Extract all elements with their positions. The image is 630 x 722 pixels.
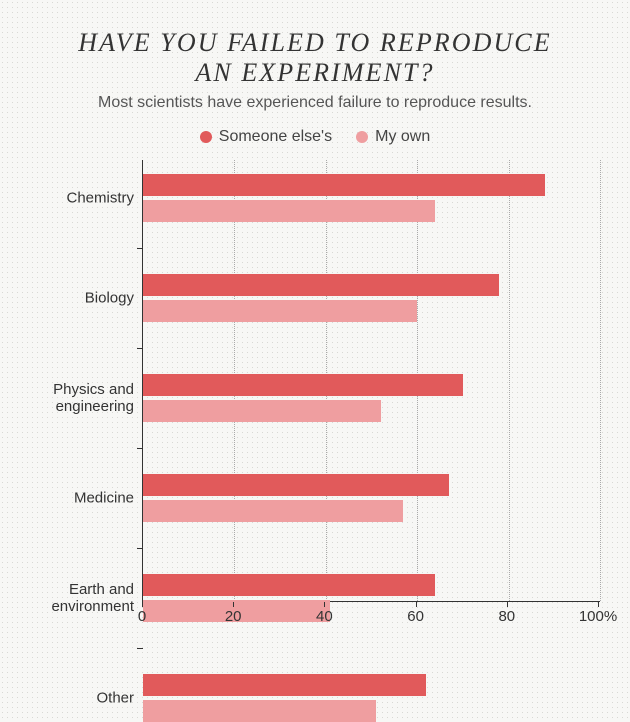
category-label: Medicine bbox=[74, 489, 134, 506]
bar-else bbox=[143, 374, 463, 396]
x-tick bbox=[324, 602, 325, 607]
x-tick bbox=[507, 602, 508, 607]
title-line-2: AN EXPERIMENT? bbox=[195, 58, 434, 87]
y-tick bbox=[137, 348, 143, 349]
chart-area: Chemistry Biology Physics and engineering M… bbox=[30, 160, 600, 602]
legend-label-else: Someone else's bbox=[219, 128, 332, 146]
bar-own bbox=[143, 700, 376, 722]
bar-else bbox=[143, 674, 426, 696]
y-tick bbox=[137, 548, 143, 549]
x-tick bbox=[233, 602, 234, 607]
bar-else bbox=[143, 574, 435, 596]
x-axis-labels: 020406080100% bbox=[142, 602, 598, 630]
legend-item-own: My own bbox=[356, 128, 430, 146]
title-line-1: HAVE YOU FAILED TO REPRODUCE bbox=[78, 28, 551, 57]
x-axis-label: 40 bbox=[316, 608, 333, 625]
category-label: Chemistry bbox=[66, 189, 134, 206]
legend-swatch-own bbox=[356, 131, 368, 143]
legend-swatch-else bbox=[200, 131, 212, 143]
bar-else bbox=[143, 274, 499, 296]
x-tick bbox=[416, 602, 417, 607]
x-axis-label: 100% bbox=[579, 608, 617, 625]
gridline bbox=[509, 160, 510, 601]
bar-own bbox=[143, 300, 417, 322]
plot-region bbox=[142, 160, 600, 602]
category-label: Earth and environment bbox=[51, 581, 134, 616]
x-axis-label: 60 bbox=[407, 608, 424, 625]
x-axis-label: 0 bbox=[138, 608, 146, 625]
y-tick bbox=[137, 648, 143, 649]
legend-item-else: Someone else's bbox=[200, 128, 332, 146]
x-tick bbox=[598, 602, 599, 607]
legend-label-own: My own bbox=[375, 128, 430, 146]
x-axis-label: 80 bbox=[498, 608, 515, 625]
category-label: Other bbox=[96, 689, 134, 706]
gridline bbox=[600, 160, 601, 601]
bar-own bbox=[143, 400, 381, 422]
chart-title: HAVE YOU FAILED TO REPRODUCE AN EXPERIME… bbox=[30, 28, 600, 88]
x-axis-label: 20 bbox=[225, 608, 242, 625]
category-label: Physics and engineering bbox=[53, 381, 134, 416]
y-tick bbox=[137, 448, 143, 449]
bar-own bbox=[143, 500, 403, 522]
x-tick bbox=[142, 602, 143, 607]
y-tick bbox=[137, 248, 143, 249]
bar-else bbox=[143, 174, 545, 196]
category-label: Biology bbox=[85, 289, 134, 306]
bar-else bbox=[143, 474, 449, 496]
chart-subtitle: Most scientists have experienced failure… bbox=[30, 94, 600, 112]
y-axis-labels: Chemistry Biology Physics and engineering M… bbox=[30, 160, 142, 602]
legend: Someone else's My own bbox=[30, 128, 600, 146]
bar-own bbox=[143, 200, 435, 222]
